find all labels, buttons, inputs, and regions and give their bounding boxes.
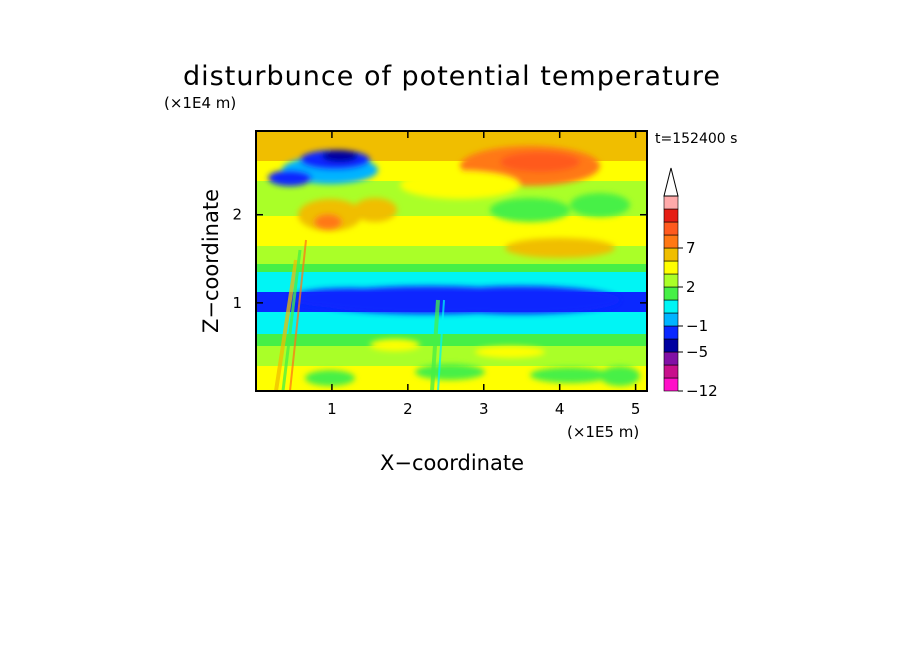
colorbar-swatch bbox=[663, 351, 679, 366]
y-unit-label: (×1E4 m) bbox=[164, 94, 236, 112]
colorbar-swatch bbox=[663, 260, 679, 275]
colorbar-swatch bbox=[663, 208, 679, 223]
contour-field bbox=[256, 131, 647, 391]
plot-frame bbox=[255, 130, 648, 392]
colorbar-swatch bbox=[663, 299, 679, 314]
axes: 1 2 3 4 5 1 2 bbox=[232, 131, 647, 418]
colorbar-swatch bbox=[663, 364, 679, 379]
x-tick-label: 5 bbox=[631, 400, 641, 418]
x-tick-label: 4 bbox=[555, 400, 565, 418]
y-tick-label: 2 bbox=[232, 206, 242, 224]
colorbar-swatch bbox=[663, 325, 679, 340]
colorbar-tick-label: 7 bbox=[686, 239, 696, 257]
chart-title: disturbunce of potential temperature bbox=[183, 61, 721, 92]
y-tick-label: 1 bbox=[232, 294, 242, 312]
colorbar-tick-label: −1 bbox=[686, 317, 708, 335]
x-tick-label: 1 bbox=[327, 400, 337, 418]
colorbar-swatch bbox=[663, 234, 679, 249]
colorbar-tick-label: −5 bbox=[686, 343, 708, 361]
y-axis-label: Z−coordinate bbox=[199, 189, 223, 333]
colorbar-swatch bbox=[663, 377, 679, 392]
x-tick-label: 2 bbox=[403, 400, 413, 418]
time-label: t=152400 s bbox=[655, 131, 737, 147]
x-axis-label: X−coordinate bbox=[380, 451, 524, 475]
colorbar-tick-label: −12 bbox=[686, 382, 718, 400]
colorbar-extend-arrow bbox=[663, 167, 679, 197]
x-tick-label: 3 bbox=[479, 400, 489, 418]
colorbar: −12−5−127 bbox=[663, 167, 718, 400]
colorbar-swatch bbox=[663, 195, 679, 210]
colorbar-swatch bbox=[663, 273, 679, 288]
colorbar-swatch bbox=[663, 247, 679, 262]
colorbar-swatch bbox=[663, 286, 679, 301]
colorbar-swatch bbox=[663, 221, 679, 236]
colorbar-swatch bbox=[663, 312, 679, 327]
colorbar-swatch bbox=[663, 338, 679, 353]
colorbar-tick-label: 2 bbox=[686, 278, 696, 296]
x-unit-label: (×1E5 m) bbox=[567, 423, 639, 441]
